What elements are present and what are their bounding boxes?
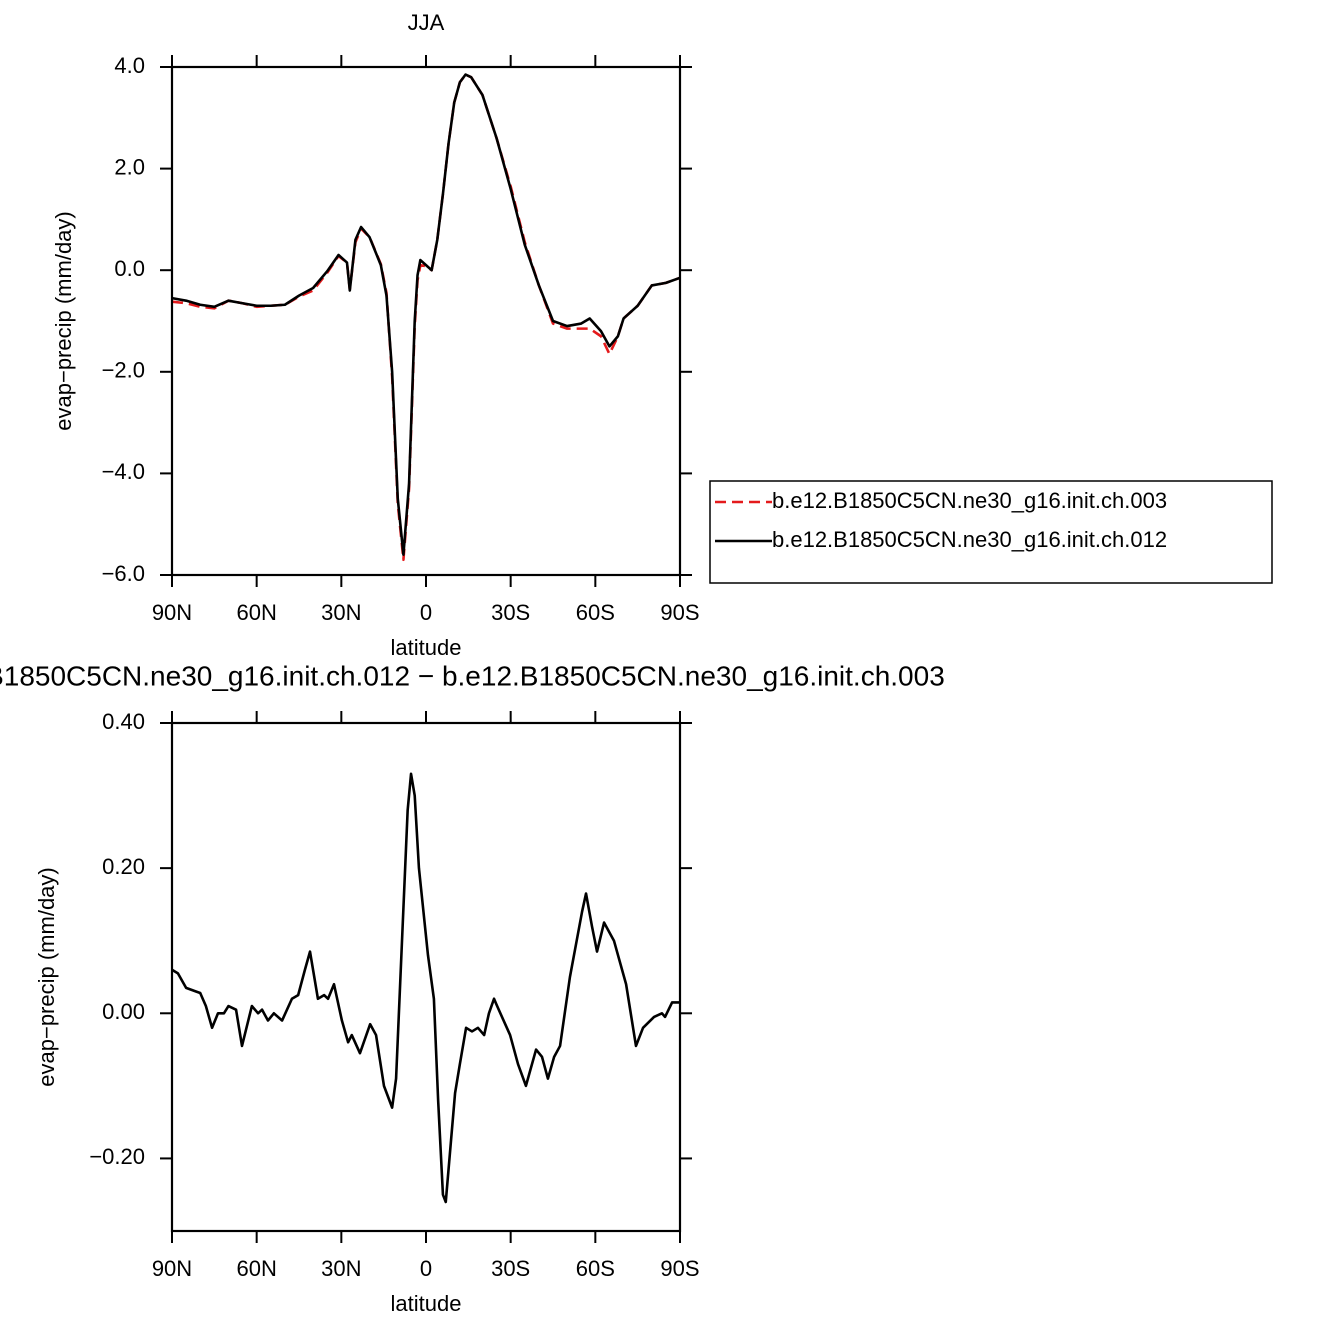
x-tick-label: 0 xyxy=(420,1256,432,1281)
legend-label: b.e12.B1850C5CN.ne30_g16.init.ch.012 xyxy=(772,527,1167,552)
y-tick-label: 2.0 xyxy=(114,154,145,179)
x-tick-label: 30N xyxy=(321,1256,361,1281)
y-axis-label: evap−precip (mm/day) xyxy=(34,867,59,1086)
x-tick-label: 90N xyxy=(152,600,192,625)
y-tick-label: 0.40 xyxy=(102,709,145,734)
y-tick-label: 0.0 xyxy=(114,256,145,281)
legend-box xyxy=(709,480,1273,584)
series-line xyxy=(171,772,680,1204)
plot-frame xyxy=(170,65,682,577)
x-axis-label: latitude xyxy=(391,1291,462,1316)
x-tick-label: 90N xyxy=(152,1256,192,1281)
x-tick-label: 90S xyxy=(660,600,699,625)
legend-label: b.e12.B1850C5CN.ne30_g16.init.ch.003 xyxy=(772,488,1167,513)
series-line xyxy=(171,73,681,556)
x-tick-label: 30N xyxy=(321,600,361,625)
chart-title: b.e12.B1850C5CN.ne30_g16.init.ch.012 − b… xyxy=(0,660,945,691)
x-tick-label: 0 xyxy=(420,600,432,625)
x-tick-label: 30S xyxy=(491,600,530,625)
y-tick-label: −4.0 xyxy=(102,459,145,484)
chart-title: JJA xyxy=(408,10,445,35)
y-tick-label: 0.20 xyxy=(102,854,145,879)
x-tick-label: 60N xyxy=(236,1256,276,1281)
y-tick-label: −6.0 xyxy=(102,561,145,586)
x-tick-label: 30S xyxy=(491,1256,530,1281)
y-axis-label: evap−precip (mm/day) xyxy=(51,211,76,430)
y-tick-label: 0.00 xyxy=(102,999,145,1024)
plot-frame xyxy=(170,721,682,1233)
x-tick-label: 60S xyxy=(576,600,615,625)
x-tick-label: 60N xyxy=(236,600,276,625)
x-tick-label: 90S xyxy=(660,1256,699,1281)
y-tick-label: −0.20 xyxy=(89,1144,145,1169)
series-line xyxy=(171,73,681,562)
x-axis-label: latitude xyxy=(391,635,462,660)
x-tick-label: 60S xyxy=(576,1256,615,1281)
y-tick-label: −2.0 xyxy=(102,358,145,383)
y-tick-label: 4.0 xyxy=(114,53,145,78)
